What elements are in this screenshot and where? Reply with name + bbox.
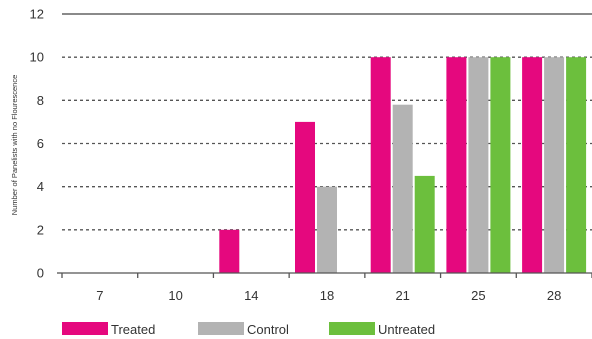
bar-control-28 [544, 57, 565, 274]
legend-label-untreated: Untreated [378, 322, 435, 337]
x-tick-label: 7 [96, 288, 103, 303]
bar-treated-21 [370, 57, 391, 274]
legend-swatch-control [198, 322, 244, 335]
y-axis-label: Number of Panelists with no Flourescence [10, 75, 19, 215]
y-tick-label: 0 [37, 266, 44, 281]
bar-treated-14 [219, 229, 240, 273]
legend-label-treated: Treated [111, 322, 155, 337]
x-tick-label: 18 [320, 288, 334, 303]
x-tick-label: 14 [244, 288, 258, 303]
x-axis [57, 272, 592, 278]
bar-untreated-21 [414, 175, 435, 273]
y-tick-label: 2 [37, 222, 44, 237]
x-tick-label: 21 [395, 288, 409, 303]
bar-treated-28 [522, 57, 543, 274]
legend-swatch-treated [62, 322, 108, 335]
bar-control-25 [468, 57, 489, 274]
x-tick-label: 28 [547, 288, 561, 303]
bar-untreated-25 [490, 57, 511, 274]
x-tick-label: 10 [168, 288, 182, 303]
bar-control-18 [317, 186, 337, 273]
x-axis-tick-labels: 7 10 14 18 21 25 28 [96, 288, 561, 303]
legend-label-control: Control [247, 322, 289, 337]
y-tick-label: 4 [37, 179, 44, 194]
y-tick-label: 6 [37, 136, 44, 151]
y-tick-label: 8 [37, 93, 44, 108]
y-axis-tick-labels: 0 2 4 6 8 10 12 [30, 7, 44, 281]
y-tick-label: 12 [30, 7, 44, 22]
legend: Treated Control Untreated [62, 322, 435, 337]
bar-untreated-28 [566, 57, 587, 274]
bar-control-21 [392, 104, 413, 273]
bars [219, 57, 587, 274]
y-tick-label: 10 [30, 50, 44, 65]
bar-treated-18 [295, 121, 315, 274]
bar-treated-25 [446, 57, 467, 274]
x-tick-label: 25 [471, 288, 485, 303]
legend-swatch-untreated [329, 322, 375, 335]
